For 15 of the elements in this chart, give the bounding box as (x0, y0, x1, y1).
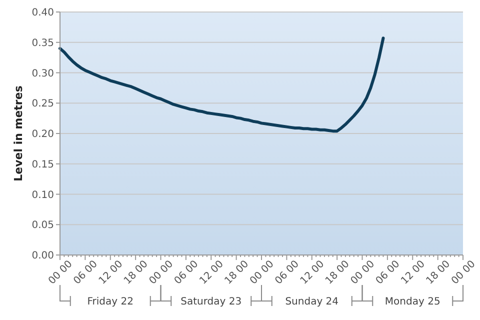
line-series (58, 36, 385, 133)
y-tick-label: 0.30 (32, 68, 54, 80)
y-tick-label: 0.15 (32, 159, 54, 170)
y-tick-label: 0.05 (32, 220, 54, 232)
text: Sunday 24 (285, 296, 339, 308)
text: Saturday 23 (180, 296, 242, 308)
y-tick-label: 0.20 (32, 129, 54, 140)
text: Friday 22 (87, 296, 134, 308)
y-tick-label: 0.25 (32, 98, 54, 110)
y-tick-label: 0.10 (32, 190, 54, 201)
y-tick-label: 0.35 (32, 38, 54, 49)
y-tick-label: 0.00 (32, 250, 54, 262)
text: Monday 25 (384, 296, 440, 308)
y-axis-title: Level in metres (12, 85, 25, 182)
y-tick-label: 0.40 (32, 8, 54, 18)
